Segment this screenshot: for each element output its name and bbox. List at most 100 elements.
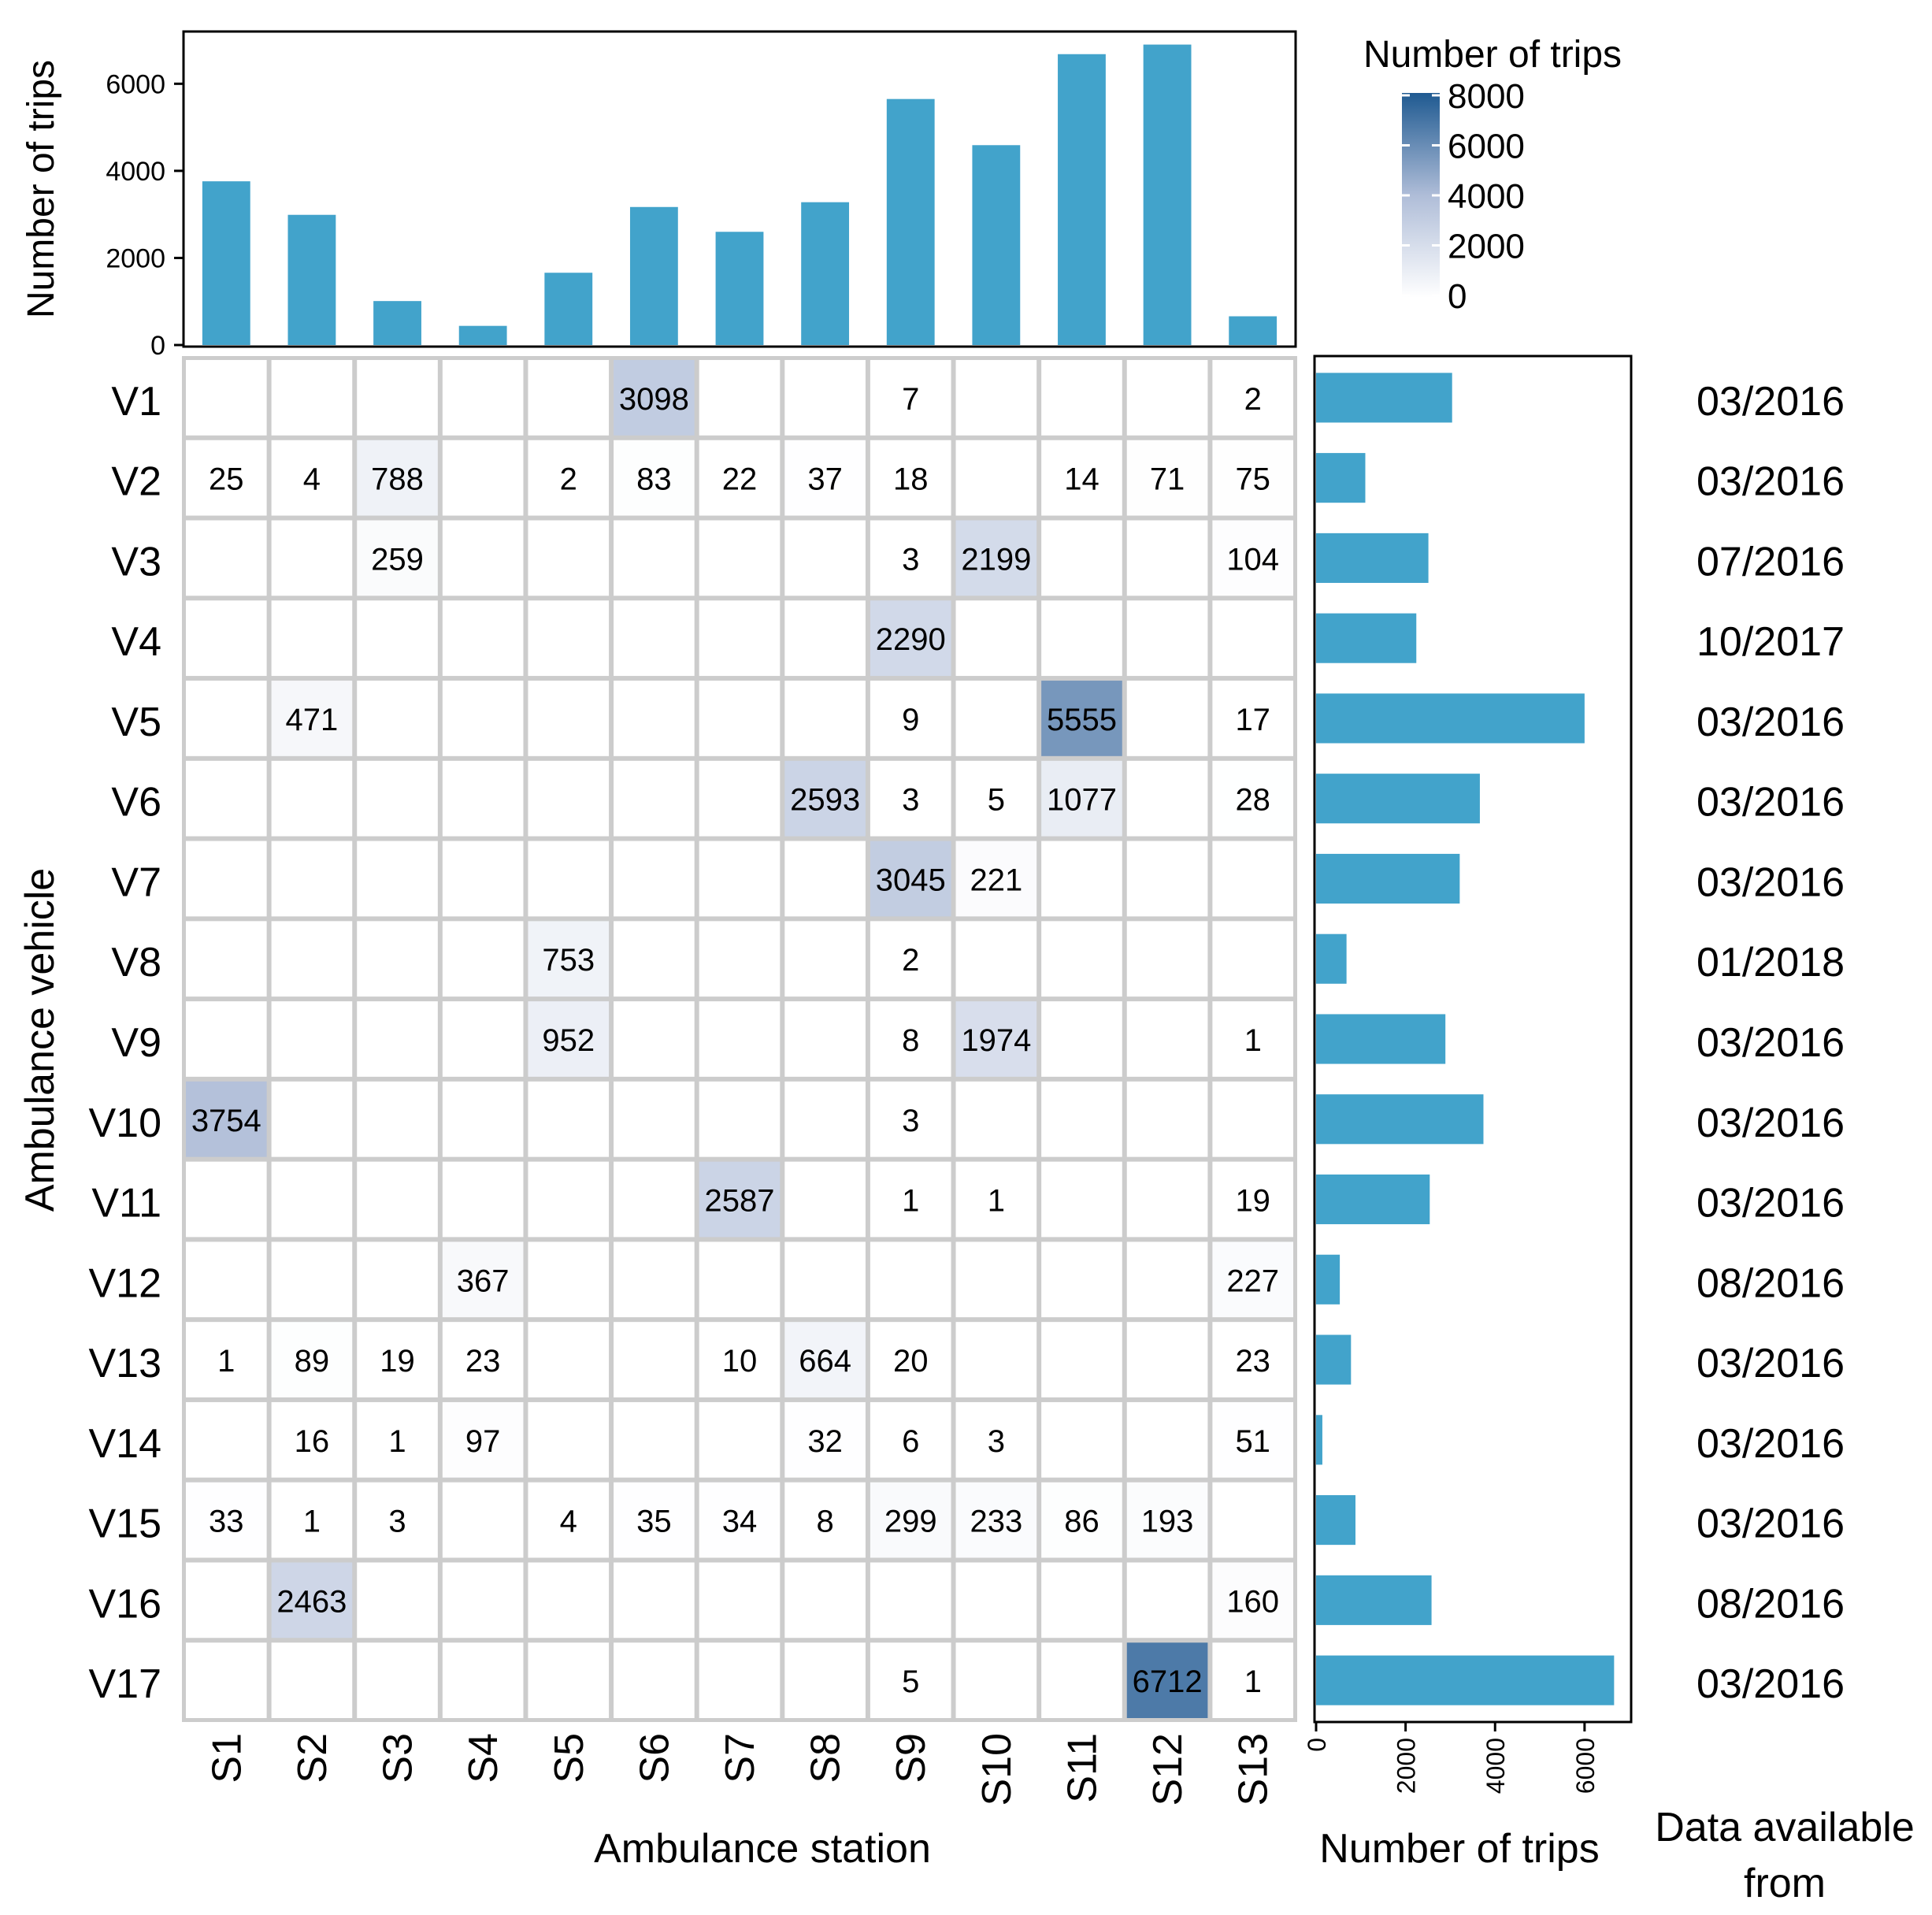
heatmap-cell-label: 35 <box>636 1505 672 1539</box>
heatmap-cell <box>1212 520 1293 596</box>
heatmap-cell <box>1041 681 1122 756</box>
heatmap-cell-label: 299 <box>884 1505 937 1539</box>
heatmap-cell-label: 233 <box>970 1505 1022 1539</box>
date-label: 03/2016 <box>1697 1501 1845 1547</box>
heatmap-cell-label: 32 <box>807 1424 843 1459</box>
right-x-tick-label: 4000 <box>1481 1738 1510 1794</box>
heatmap-cell <box>784 1241 866 1318</box>
heatmap-cell <box>955 440 1037 516</box>
heatmap-cell <box>186 841 267 917</box>
heatmap-cell <box>1126 1401 1208 1478</box>
heatmap-cell <box>955 1081 1037 1157</box>
heatmap-cell <box>1041 1642 1122 1718</box>
heatmap-cell-label: 788 <box>371 462 424 497</box>
heatmap-cell-label: 19 <box>380 1344 415 1379</box>
top-y-tick-label: 4000 <box>106 157 165 187</box>
top-y-axis-title: Number of trips <box>20 60 62 318</box>
heatmap-cell <box>1126 1001 1208 1077</box>
heatmap-cell <box>442 921 524 997</box>
heatmap-cell <box>870 440 951 516</box>
heatmap-cell-label: 5 <box>988 783 1005 818</box>
heatmap-cell <box>1126 1562 1208 1639</box>
vehicle-label: V9 <box>111 1020 161 1066</box>
heatmap-cell-label: 221 <box>970 863 1022 897</box>
heatmap-cell <box>870 1241 951 1318</box>
heatmap-cell <box>186 1081 267 1157</box>
heatmap-cell <box>357 600 438 677</box>
right-bar <box>1316 1094 1484 1145</box>
heatmap-cell <box>870 1161 951 1238</box>
legend-tick-label: 6000 <box>1448 128 1525 166</box>
station-label: S1 <box>204 1733 250 1783</box>
heatmap-cell <box>1041 1482 1122 1558</box>
heatmap-cell <box>442 600 524 677</box>
heatmap-cell-label: 23 <box>465 1344 501 1379</box>
heatmap-cell <box>271 1001 353 1077</box>
heatmap-cell <box>614 921 695 997</box>
station-label: S5 <box>547 1733 592 1783</box>
heatmap-cell <box>186 921 267 997</box>
right-panel-frame <box>1313 354 1633 1724</box>
heatmap-cell-label: 952 <box>542 1023 595 1058</box>
heatmap-cell <box>357 1482 438 1558</box>
right-bar <box>1316 1415 1322 1465</box>
heatmap-cell <box>870 921 951 997</box>
heatmap-cell-label: 97 <box>465 1424 501 1459</box>
heatmap-cell <box>1212 841 1293 917</box>
date-label: 03/2016 <box>1697 1341 1845 1386</box>
heatmap-cell <box>528 1482 610 1558</box>
heatmap-cell <box>186 1322 267 1397</box>
heatmap-cell-label: 2587 <box>705 1184 775 1219</box>
right-bar <box>1316 373 1452 423</box>
heatmap-cell <box>955 1482 1037 1558</box>
legend-tick-label: 2000 <box>1448 228 1525 266</box>
heatmap-cell-label: 259 <box>371 542 424 577</box>
vehicle-label: V6 <box>111 780 161 826</box>
vehicle-label: V2 <box>111 459 161 505</box>
heatmap-cell <box>699 1001 781 1077</box>
heatmap-cell <box>357 1081 438 1157</box>
date-label: 03/2016 <box>1697 700 1845 745</box>
heatmap-cell <box>271 1401 353 1478</box>
vehicle-label: V15 <box>88 1501 161 1547</box>
heatmap-cell <box>528 1001 610 1077</box>
heatmap-cell <box>528 681 610 756</box>
heatmap-cell <box>955 760 1037 837</box>
heatmap-cell <box>442 360 524 436</box>
top-bar <box>629 206 678 345</box>
heatmap-cell <box>357 760 438 837</box>
heatmap-cell-label: 14 <box>1064 462 1099 497</box>
heatmap-cell-label: 227 <box>1226 1264 1279 1298</box>
heatmap-cell <box>1212 600 1293 677</box>
heatmap-cell <box>784 1401 866 1478</box>
station-label: S2 <box>290 1733 336 1783</box>
top-y-tick-label: 2000 <box>106 243 165 273</box>
heatmap-cell <box>955 1161 1037 1238</box>
heatmap-cell <box>699 1322 781 1397</box>
top-bar <box>1229 316 1277 345</box>
heatmap-cell-label: 19 <box>1235 1184 1270 1219</box>
heatmap-cell <box>699 1401 781 1478</box>
heatmap-cell-label: 4 <box>303 462 321 497</box>
heatmap-cell-label: 3 <box>902 542 919 577</box>
heatmap-cell-label: 23 <box>1235 1344 1270 1379</box>
heatmap-cell <box>528 1562 610 1639</box>
station-label: S9 <box>888 1733 934 1783</box>
top-bar <box>373 301 421 345</box>
heatmap-cell <box>784 360 866 436</box>
heatmap-cell <box>186 1562 267 1639</box>
heatmap-cell <box>271 921 353 997</box>
heatmap-cell <box>699 360 781 436</box>
right-x-tick-label: 6000 <box>1571 1738 1600 1794</box>
right-bar <box>1316 533 1429 583</box>
heatmap-cell-label: 1 <box>217 1344 235 1379</box>
heatmap-cell <box>699 1482 781 1558</box>
heatmap-cell <box>1212 360 1293 436</box>
heatmap-cell-label: 1 <box>303 1505 321 1539</box>
heatmap-cell-label: 5 <box>902 1664 919 1699</box>
heatmap-cell <box>528 600 610 677</box>
heatmap-cell <box>271 440 353 516</box>
heatmap-cell-label: 8 <box>902 1023 919 1058</box>
date-label: 03/2016 <box>1697 379 1845 425</box>
heatmap-cell-label: 193 <box>1141 1505 1194 1539</box>
